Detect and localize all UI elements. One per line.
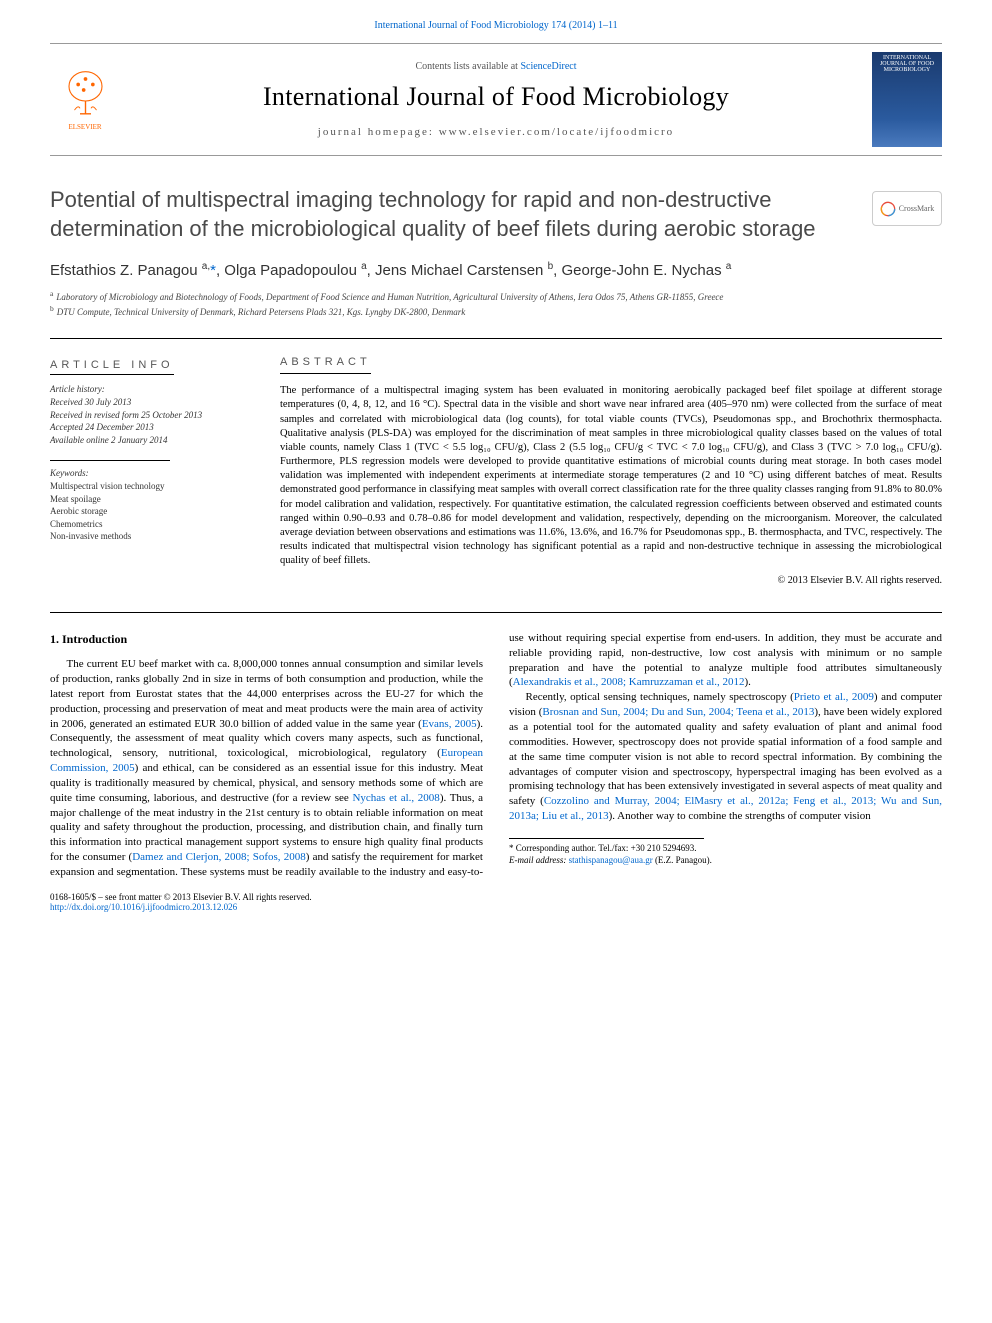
keyword-4: Chemometrics bbox=[50, 519, 103, 529]
keyword-1: Multispectral vision technology bbox=[50, 481, 164, 491]
article-history: Article history: Received 30 July 2013 R… bbox=[50, 383, 250, 446]
crossmark-label: CrossMark bbox=[899, 204, 935, 213]
ref-brosnan-du-teena[interactable]: Brosnan and Sun, 2004; Du and Sun, 2004;… bbox=[542, 706, 814, 718]
affiliation-a: aLaboratory of Microbiology and Biotechn… bbox=[50, 289, 942, 304]
abstract-column: ABSTRACT The performance of a multispect… bbox=[280, 355, 942, 588]
keywords-divider bbox=[50, 460, 170, 461]
ref-evans-2005[interactable]: Evans, 2005 bbox=[422, 718, 477, 730]
article-info-column: ARTICLE INFO Article history: Received 3… bbox=[50, 355, 250, 588]
history-revised: Received in revised form 25 October 2013 bbox=[50, 410, 202, 420]
intro-paragraph-2: Recently, optical sensing techniques, na… bbox=[509, 690, 942, 824]
affiliations: aLaboratory of Microbiology and Biotechn… bbox=[50, 289, 942, 318]
history-online: Available online 2 January 2014 bbox=[50, 435, 167, 445]
sciencedirect-link[interactable]: ScienceDirect bbox=[520, 61, 576, 72]
section-1-heading: 1. Introduction bbox=[50, 631, 483, 647]
footnotes: * Corresponding author. Tel./fax: +30 21… bbox=[509, 843, 942, 866]
abstract-heading: ABSTRACT bbox=[280, 355, 371, 374]
journal-cover-thumbnail: INTERNATIONAL JOURNAL OF FOOD MICROBIOLO… bbox=[872, 52, 942, 147]
author-2: Olga Papadopoulou bbox=[224, 262, 361, 279]
authors-line: Efstathios Z. Panagou a,*, Olga Papadopo… bbox=[50, 261, 942, 279]
doi-link[interactable]: http://dx.doi.org/10.1016/j.ijfoodmicro.… bbox=[50, 902, 237, 912]
ref-prieto-2009[interactable]: Prieto et al., 2009 bbox=[794, 691, 874, 703]
ref-damez-sofos[interactable]: Damez and Clerjon, 2008; Sofos, 2008 bbox=[132, 851, 306, 863]
article-body: 1. Introduction The current EU beef mark… bbox=[50, 612, 942, 880]
email-label: E-mail address: bbox=[509, 855, 569, 865]
p2-text-d: ). Another way to combine the strengths … bbox=[609, 810, 871, 822]
keywords-label: Keywords: bbox=[50, 467, 250, 480]
affiliation-b: bDTU Compute, Technical University of De… bbox=[50, 304, 942, 319]
ref-nychas-2008[interactable]: Nychas et al., 2008 bbox=[352, 792, 439, 804]
p2-text-c: ), have been widely explored as a potent… bbox=[509, 706, 942, 807]
history-label: Article history: bbox=[50, 384, 105, 394]
corresponding-author-note: * Corresponding author. Tel./fax: +30 21… bbox=[509, 843, 942, 855]
p1b-text-c: ). bbox=[745, 676, 751, 688]
article-info-heading: ARTICLE INFO bbox=[50, 359, 174, 375]
p1-text-a: The current EU beef market with ca. 8,00… bbox=[50, 658, 483, 729]
elsevier-tree-icon bbox=[58, 68, 113, 123]
footer-left: 0168-1605/$ – see front matter © 2013 El… bbox=[50, 892, 312, 912]
author-1: Efstathios Z. Panagou bbox=[50, 262, 202, 279]
header-center: Contents lists available at ScienceDirec… bbox=[120, 61, 872, 138]
info-abstract-row: ARTICLE INFO Article history: Received 3… bbox=[50, 338, 942, 588]
homepage-url: www.elsevier.com/locate/ijfoodmicro bbox=[439, 126, 674, 138]
p2-text-a: Recently, optical sensing techniques, na… bbox=[526, 691, 794, 703]
corresponding-email[interactable]: stathispanagou@aua.gr bbox=[569, 855, 653, 865]
issn-copyright: 0168-1605/$ – see front matter © 2013 El… bbox=[50, 892, 312, 902]
abstract-text: The performance of a multispectral imagi… bbox=[280, 384, 942, 568]
article-title: Potential of multispectral imaging techn… bbox=[50, 186, 942, 243]
journal-homepage: journal homepage: www.elsevier.com/locat… bbox=[120, 126, 872, 138]
homepage-label: journal homepage: bbox=[318, 126, 439, 138]
crossmark-icon bbox=[880, 201, 896, 217]
page-footer: 0168-1605/$ – see front matter © 2013 El… bbox=[50, 892, 942, 912]
author-4-affil: a bbox=[726, 261, 732, 272]
journal-header-bar: ELSEVIER Contents lists available at Sci… bbox=[50, 43, 942, 156]
elsevier-logo: ELSEVIER bbox=[50, 60, 120, 140]
author-3: Jens Michael Carstensen bbox=[375, 262, 548, 279]
history-accepted: Accepted 24 December 2013 bbox=[50, 422, 154, 432]
email-line: E-mail address: stathispanagou@aua.gr (E… bbox=[509, 855, 942, 867]
keywords-block: Keywords: Multispectral vision technolog… bbox=[50, 467, 250, 543]
elsevier-label: ELSEVIER bbox=[68, 123, 101, 131]
history-received: Received 30 July 2013 bbox=[50, 397, 131, 407]
footnote-divider bbox=[509, 838, 704, 839]
ref-alexandrakis-kamruzzaman[interactable]: Alexandrakis et al., 2008; Kamruzzaman e… bbox=[513, 676, 745, 688]
crossmark-badge[interactable]: CrossMark bbox=[872, 191, 942, 226]
contents-prefix: Contents lists available at bbox=[415, 61, 520, 72]
citation-link[interactable]: International Journal of Food Microbiolo… bbox=[374, 20, 617, 31]
keyword-2: Meat spoilage bbox=[50, 494, 101, 504]
keyword-3: Aerobic storage bbox=[50, 506, 107, 516]
contents-line: Contents lists available at ScienceDirec… bbox=[120, 61, 872, 72]
email-suffix: (E.Z. Panagou). bbox=[653, 855, 712, 865]
citation-header: International Journal of Food Microbiolo… bbox=[50, 20, 942, 31]
journal-title: International Journal of Food Microbiolo… bbox=[120, 82, 872, 112]
keyword-5: Non-invasive methods bbox=[50, 531, 131, 541]
author-4: George-John E. Nychas bbox=[561, 262, 725, 279]
abstract-copyright: © 2013 Elsevier B.V. All rights reserved… bbox=[280, 574, 942, 588]
author-1-affil: a, bbox=[202, 261, 210, 272]
